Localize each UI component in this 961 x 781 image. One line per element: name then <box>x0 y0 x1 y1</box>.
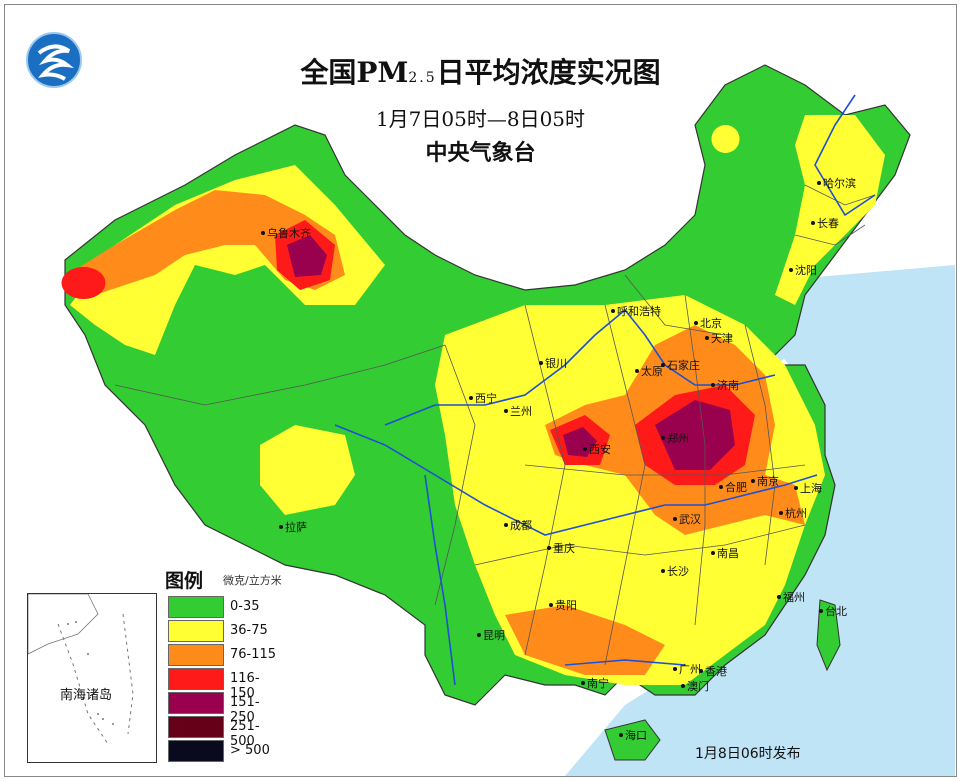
taiwan <box>816 599 841 672</box>
city-taipei: 台北 <box>819 605 847 618</box>
legend-label: 116-150 <box>230 671 260 701</box>
city-beijing: 北京 <box>694 317 722 330</box>
south-china-sea-inset: 南海诸岛 <box>27 593 157 763</box>
map-frame: 全国PM2.5日平均浓度实况图 1月7日05时—8日05时 中央气象台 乌鲁木齐… <box>4 4 957 777</box>
city-hangzhou: 杭州 <box>779 507 807 520</box>
city-fuzhou: 福州 <box>777 591 805 604</box>
legend-swatch <box>168 596 224 618</box>
city-tianjin: 天津 <box>705 332 733 345</box>
legend-label: 151-250 <box>230 695 260 725</box>
city-shijiazhuang: 石家庄 <box>661 359 700 372</box>
legend-item: 76-115 <box>168 643 278 667</box>
legend-label: 251-500 <box>230 719 260 749</box>
legend-label: 36-75 <box>230 623 268 638</box>
city-harbin: 哈尔滨 <box>817 177 856 190</box>
city-xian: 西安 <box>583 443 611 456</box>
city-wuhan: 武汉 <box>673 513 701 526</box>
zone-36-75-tibet <box>260 425 355 515</box>
province-borders <box>114 184 876 666</box>
city-kunming: 昆明 <box>477 629 505 642</box>
city-taiyuan: 太原 <box>635 365 663 378</box>
city-zhengzhou: 郑州 <box>661 432 689 445</box>
legend-swatch <box>168 740 224 762</box>
pm25-map <box>61 64 955 776</box>
legend-swatch <box>168 644 224 666</box>
time-range: 1月7日05时—8日05时 <box>375 107 586 131</box>
city-nanchang: 南昌 <box>711 547 739 560</box>
legend-swatch <box>168 668 224 690</box>
city-shenyang: 沈阳 <box>789 264 817 277</box>
legend-swatch <box>168 620 224 642</box>
inset-label: 南海诸岛 <box>60 688 113 703</box>
legend-label: > 500 <box>230 743 270 758</box>
legend-item: 0-35 <box>168 595 278 619</box>
city-guiyang: 贵阳 <box>549 599 577 612</box>
city-chongqing: 重庆 <box>547 542 575 555</box>
city-hohhot: 呼和浩特 <box>611 305 661 318</box>
city-chengdu: 成都 <box>504 519 532 532</box>
legend-item: 151-250 <box>168 691 278 725</box>
city-yinchuan: 银川 <box>539 357 567 370</box>
zone-151-250-xian <box>563 427 597 457</box>
city-guangzhou: 广州 <box>673 663 701 676</box>
legend-unit: 微克/立方米 <box>223 574 282 587</box>
city-urumqi: 乌鲁木齐 <box>261 227 311 240</box>
city-haikou: 海口 <box>619 729 647 742</box>
legend-label: 76-115 <box>230 647 277 662</box>
legend-item: 251-500 <box>168 715 278 749</box>
zone-76-115-south <box>505 605 665 675</box>
city-hongkong: 香港 <box>699 665 727 678</box>
city-changsha: 长沙 <box>661 565 689 578</box>
zone-36-75-northwest <box>70 165 385 355</box>
zone-36-75-dot <box>711 125 740 153</box>
legend-label: 0-35 <box>230 599 260 614</box>
sea-area <box>565 265 955 776</box>
legend-item: 116-150 <box>168 667 278 701</box>
city-changchun: 长春 <box>811 217 839 230</box>
city-shanghai: 上海 <box>794 482 822 495</box>
legend-item: > 500 <box>168 739 278 763</box>
city-nanning: 南宁 <box>581 677 609 690</box>
hainan <box>604 719 661 761</box>
city-xining: 西宁 <box>469 392 497 405</box>
city-macau: 澳门 <box>681 680 709 693</box>
city-jinan: 济南 <box>711 379 739 392</box>
legend-item: 36-75 <box>168 619 278 643</box>
zone-116-150-west <box>61 267 106 299</box>
zone-151-250-urumqi <box>287 235 327 277</box>
rivers <box>334 94 876 686</box>
legend-swatch <box>168 692 224 714</box>
legend-title: 图例 <box>165 570 204 592</box>
issue-time: 1月8日06时发布 <box>695 746 801 762</box>
map-title: 全国PM2.5日平均浓度实况图 <box>300 56 661 89</box>
legend-swatch <box>168 716 224 738</box>
agency-name: 中央气象台 <box>425 140 536 166</box>
city-hefei: 合肥 <box>719 481 747 494</box>
zone-36-75-northeast <box>775 115 885 305</box>
city-lanzhou: 兰州 <box>504 405 532 418</box>
cma-logo-icon <box>26 32 82 88</box>
inset-map <box>27 593 134 745</box>
zone-151-250-center <box>655 400 735 470</box>
city-nanjing: 南京 <box>751 475 779 488</box>
city-lhasa: 拉萨 <box>279 521 307 534</box>
